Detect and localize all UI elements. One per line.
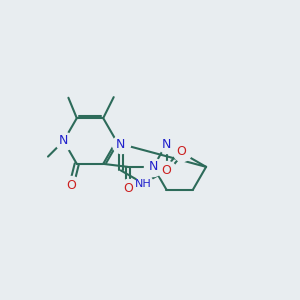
Text: O: O <box>123 182 133 195</box>
Text: N: N <box>59 134 68 148</box>
Text: O: O <box>67 179 76 192</box>
Text: O: O <box>177 145 186 158</box>
Text: N: N <box>116 137 125 151</box>
Text: N: N <box>148 160 158 173</box>
Text: N: N <box>162 137 171 151</box>
Text: O: O <box>162 164 171 177</box>
Text: NH: NH <box>135 178 152 189</box>
